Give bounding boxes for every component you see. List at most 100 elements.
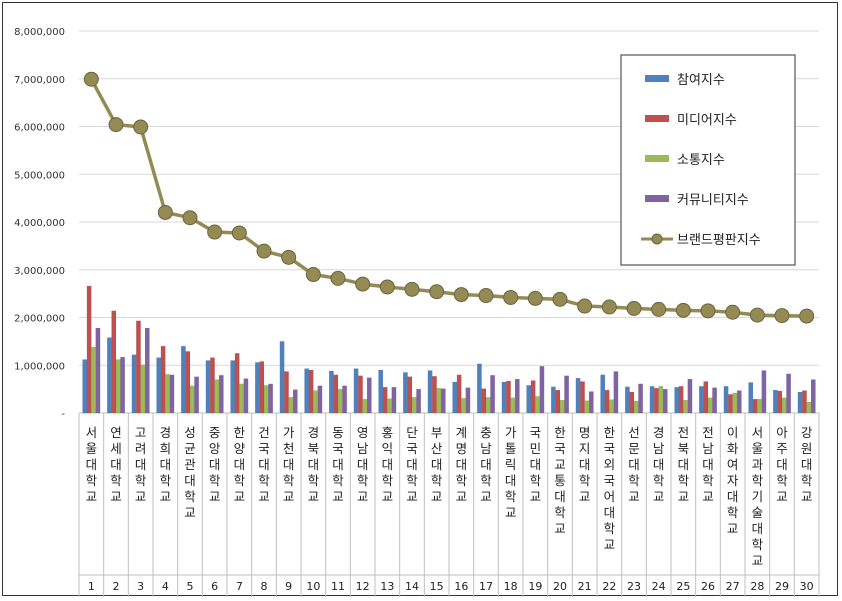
bar-소통지수-16 (461, 398, 466, 414)
bar-참여지수-24 (649, 386, 655, 414)
bar-참여지수-22 (600, 374, 606, 414)
legend-label-미디어지수: 미디어지수 (677, 113, 737, 128)
bar-미디어지수-17 (481, 388, 487, 414)
legend-label-참여지수: 참여지수 (677, 73, 725, 88)
bar-소통지수-12 (362, 399, 368, 414)
point-브랜드평판지수-17 (478, 288, 494, 304)
point-브랜드평판지수-19 (527, 290, 543, 306)
point-브랜드평판지수-2 (108, 117, 124, 133)
point-브랜드평판지수-26 (700, 303, 716, 319)
point-브랜드평판지수-9 (281, 249, 297, 265)
rank-label: 13 (380, 580, 394, 593)
legend-label-소통지수: 소통지수 (677, 153, 725, 168)
bar-소통지수-4 (165, 374, 170, 414)
bar-소통지수-22 (609, 399, 614, 414)
y-tick-label: 4,000,000 (14, 218, 65, 229)
point-브랜드평판지수-23 (626, 300, 642, 316)
bar-미디어지수-13 (382, 387, 388, 414)
bar-커뮤니티지수-19 (539, 366, 545, 414)
bar-미디어지수-2 (111, 310, 117, 414)
y-tick-label: 2,000,000 (14, 314, 65, 325)
point-브랜드평판지수-10 (305, 267, 321, 283)
rank-label: 24 (652, 580, 666, 593)
bar-소통지수-8 (263, 385, 269, 414)
bar-참여지수-12 (353, 368, 359, 414)
rank-label: 20 (553, 580, 567, 593)
rank-label: 12 (356, 580, 370, 593)
x-axis-labels: 서 울 대 학 교 1 연 세 대 학 교 2 고 려 대 학 교 3 경 희 대 학 교 4 성 균 관 대 학 교 5 중 앙 대 학 교 6 한 양 대… (86, 425, 814, 593)
bar-미디어지수-21 (580, 381, 585, 414)
bar-커뮤니티지수-21 (588, 391, 594, 414)
bar-커뮤니티지수-23 (638, 383, 643, 414)
y-axis-ticks: - 1,000,000 2,000,000 3,000,000 4,000,000 5,0… (14, 27, 65, 420)
bar-미디어지수-12 (358, 375, 363, 414)
bar-소통지수-26 (707, 397, 713, 414)
legend-swatch-참여지수 (645, 75, 669, 82)
bar-소통지수-21 (584, 400, 590, 414)
rank-label: 11 (331, 580, 345, 593)
bar-참여지수-21 (575, 377, 581, 414)
point-브랜드평판지수-11 (330, 270, 346, 286)
bar-미디어지수-1 (86, 285, 92, 414)
bar-커뮤니티지수-17 (490, 375, 495, 414)
bar-소통지수-17 (485, 397, 491, 414)
bar-참여지수-15 (427, 370, 433, 414)
bar-참여지수-16 (452, 381, 458, 414)
bar-참여지수-18 (501, 381, 507, 414)
point-브랜드평판지수-21 (577, 298, 593, 314)
bar-미디어지수-5 (185, 351, 191, 414)
bar-참여지수-1 (82, 359, 88, 414)
point-브랜드평판지수-24 (651, 301, 667, 317)
bar-미디어지수-24 (654, 388, 659, 414)
bar-미디어지수-22 (604, 389, 610, 414)
bar-소통지수-13 (387, 398, 392, 414)
bar-커뮤니티지수-29 (786, 373, 791, 414)
point-브랜드평판지수-6 (207, 224, 223, 240)
y-tick-label: 7,000,000 (14, 75, 65, 86)
bar-참여지수-17 (477, 363, 482, 414)
grid (78, 30, 820, 597)
rank-label: 21 (578, 580, 592, 593)
y-tick-label: 1,000,000 (14, 361, 65, 372)
legend-swatch-소통지수 (645, 155, 669, 162)
bar-미디어지수-16 (456, 374, 462, 414)
bar-커뮤니티지수-2 (120, 356, 125, 414)
rank-label: 5 (187, 580, 194, 593)
bar-소통지수-15 (436, 388, 442, 414)
bar-미디어지수-18 (506, 380, 511, 414)
rank-label: 3 (137, 580, 144, 593)
bar-커뮤니티지수-28 (761, 370, 767, 414)
rank-label: 28 (750, 580, 764, 593)
bar-커뮤니티지수-5 (194, 376, 199, 414)
y-tick-label: 6,000,000 (14, 123, 65, 134)
bar-미디어지수-7 (234, 353, 240, 414)
bars (82, 285, 816, 414)
bar-참여지수-27 (723, 386, 729, 414)
legend-swatch-미디어지수 (645, 115, 669, 122)
bar-참여지수-4 (156, 357, 162, 414)
bar-참여지수-3 (131, 354, 137, 414)
bar-커뮤니티지수-10 (317, 385, 323, 414)
rank-label: 9 (285, 580, 292, 593)
rank-label: 18 (504, 580, 518, 593)
legend-swatch-marker (651, 233, 663, 245)
point-브랜드평판지수-29 (774, 308, 790, 324)
bar-미디어지수-15 (432, 376, 437, 414)
point-브랜드평판지수-3 (133, 119, 149, 135)
bar-참여지수-14 (403, 372, 408, 414)
point-브랜드평판지수-12 (355, 276, 371, 292)
